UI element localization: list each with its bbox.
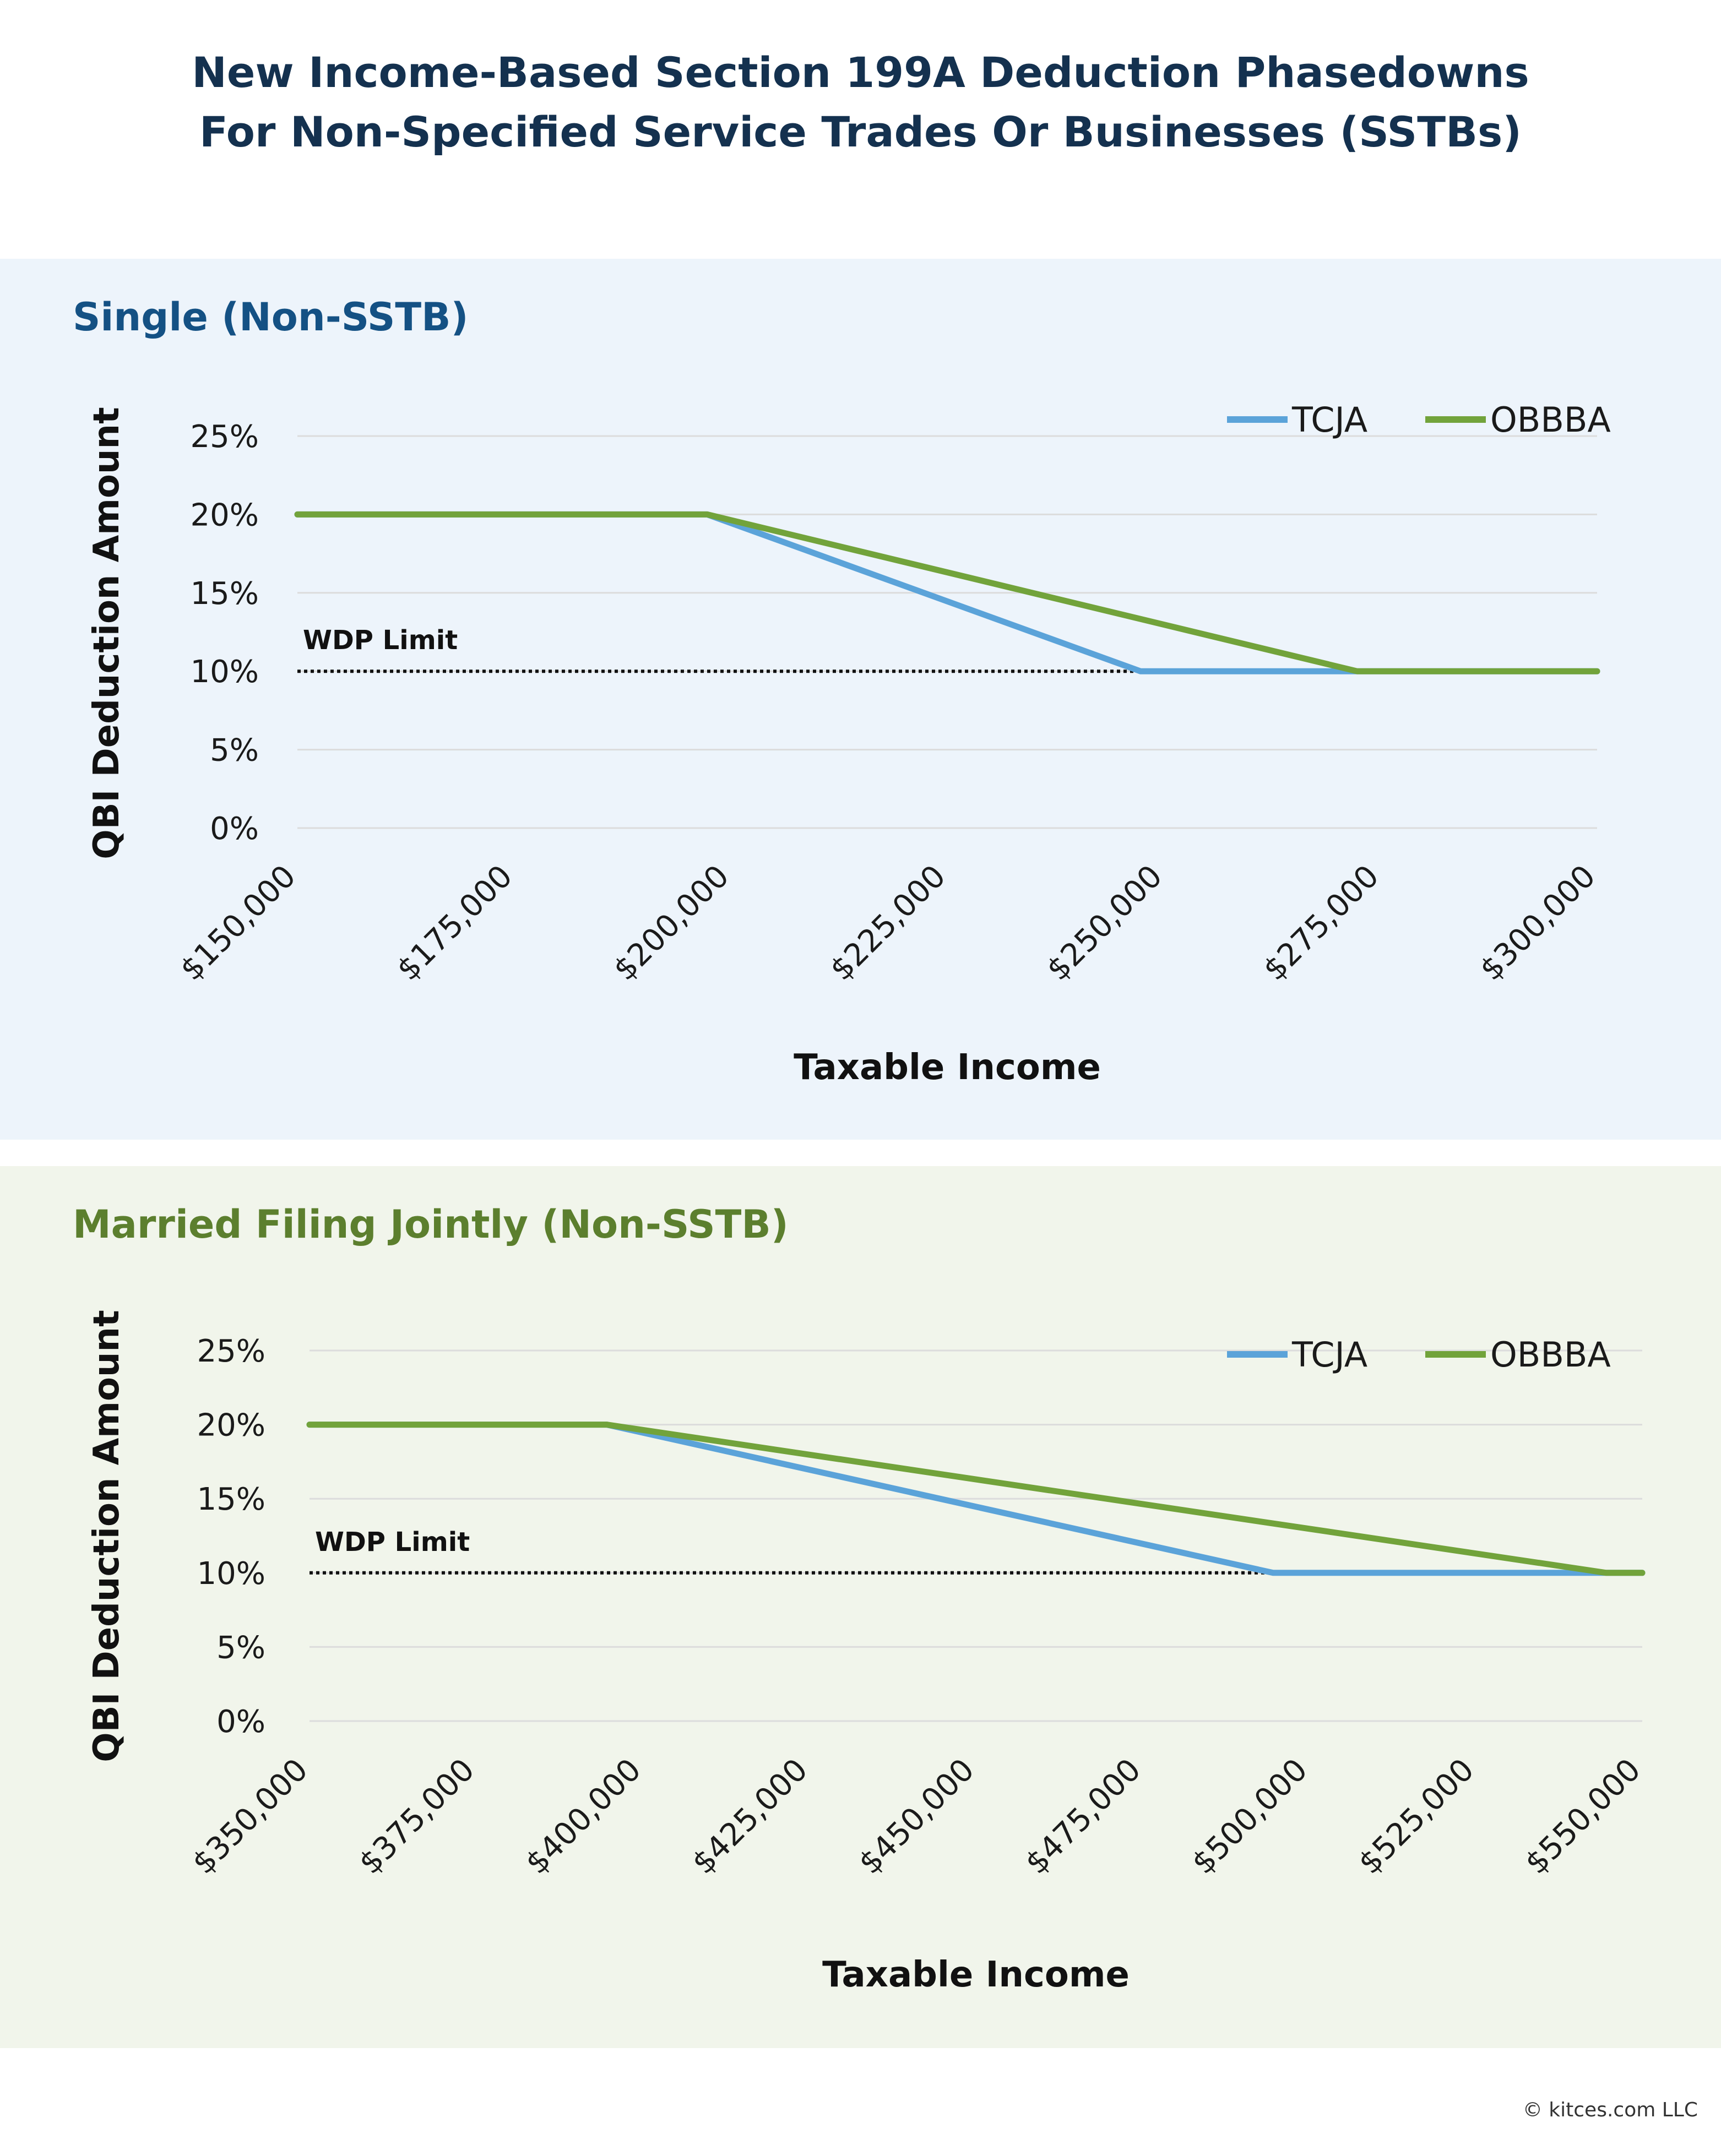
x-tick-label: $550,000	[1518, 1752, 1648, 1881]
main-title-line-1: New Income-Based Section 199A Deduction …	[192, 48, 1529, 97]
x-tick-label: $150,000	[173, 858, 303, 988]
y-tick-label: 25%	[191, 419, 259, 455]
legend-label-obbba: OBBBA	[1490, 1335, 1611, 1375]
series-line-obbba	[306, 1422, 1646, 1576]
y-axis-title: QBI Deduction Amount	[86, 1310, 127, 1762]
x-tick-label: $250,000	[1040, 858, 1169, 988]
x-tick-label: $375,000	[352, 1752, 481, 1881]
y-tick-label: 15%	[191, 576, 259, 612]
x-axis-title: Taxable Income	[794, 1047, 1101, 1088]
y-tick-label: 20%	[197, 1408, 265, 1444]
mfj-chart-svg: 0% 5% 10% 15% 20% 25% $350,000 $375,000 $400,000…	[86, 1310, 1648, 1995]
x-tick-label: $525,000	[1351, 1752, 1481, 1881]
x-axis-title: Taxable Income	[822, 1954, 1130, 1995]
x-tick-label: $500,000	[1185, 1752, 1315, 1881]
legend-label-tcja: TCJA	[1291, 400, 1367, 440]
x-tick-label: $425,000	[685, 1752, 815, 1881]
x-tick-label: $475,000	[1018, 1752, 1148, 1881]
main-title: New Income-Based Section 199A Deduction …	[0, 43, 1721, 162]
y-tick-label: 10%	[197, 1556, 265, 1592]
wdp-limit-label: WDP Limit	[303, 625, 458, 656]
y-tick-label: 0%	[216, 1704, 265, 1740]
series-line-obbba	[294, 511, 1600, 674]
x-tick-label: $300,000	[1473, 858, 1603, 988]
y-tick-label: 10%	[191, 654, 259, 690]
y-tick-label: 5%	[216, 1630, 265, 1665]
mfj-chart-panel: Married Filing Jointly (Non-SSTB) 0% 5% 10…	[0, 1166, 1721, 2048]
single-chart-svg: 0% 5% 10% 15% 20% 25% $150,000 $175,000 $200,000…	[86, 400, 1611, 1088]
single-chart-title: Single (Non-SSTB)	[73, 295, 469, 340]
x-tick-label: $225,000	[823, 858, 953, 988]
main-title-line-2: For Non-Specified Service Trades Or Busi…	[199, 107, 1522, 156]
wdp-limit-label: WDP Limit	[315, 1527, 470, 1558]
x-tick-label: $350,000	[186, 1752, 315, 1881]
x-tick-label: $175,000	[390, 858, 519, 988]
x-tick-label: $200,000	[607, 858, 736, 988]
x-tick-label: $275,000	[1257, 858, 1386, 988]
y-tick-label: 15%	[197, 1482, 265, 1517]
copyright-footer: © kitces.com LLC	[1522, 2099, 1698, 2121]
single-chart-panel: Single (Non-SSTB) 0% 5% 10% 15% 20% 25% $150,0…	[0, 259, 1721, 1140]
y-tick-label: 25%	[197, 1333, 265, 1369]
legend-label-tcja: TCJA	[1291, 1335, 1367, 1375]
y-tick-label: 20%	[191, 497, 259, 533]
y-tick-label: 5%	[210, 733, 259, 769]
y-tick-label: 0%	[210, 811, 259, 847]
legend-label-obbba: OBBBA	[1490, 400, 1611, 440]
x-tick-label: $450,000	[852, 1752, 981, 1881]
mfj-chart-title: Married Filing Jointly (Non-SSTB)	[73, 1202, 789, 1247]
y-axis-title: QBI Deduction Amount	[86, 407, 127, 859]
x-tick-label: $400,000	[519, 1752, 648, 1881]
